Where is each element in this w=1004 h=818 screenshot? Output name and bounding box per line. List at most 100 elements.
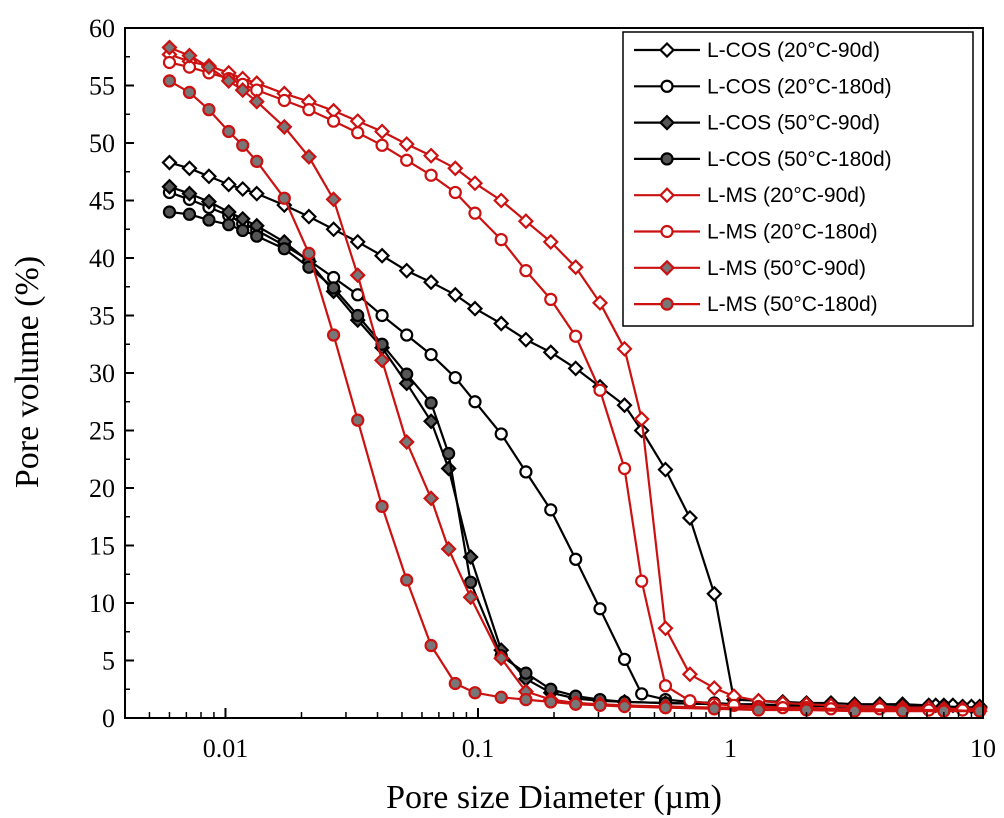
data-point <box>544 695 558 709</box>
legend-label: L-COS (20°C-180d) <box>707 75 892 98</box>
y-axis-title: Pore volume (%) <box>9 256 46 488</box>
data-point <box>681 666 698 683</box>
data-point <box>349 233 366 250</box>
data-point <box>302 246 316 261</box>
data-point <box>302 103 316 117</box>
data-point <box>161 39 178 56</box>
data-point <box>448 370 462 385</box>
y-tick-label: 50 <box>89 129 115 158</box>
data-point <box>181 185 198 202</box>
data-point <box>276 118 293 135</box>
data-point <box>683 694 697 708</box>
data-point <box>440 540 457 558</box>
data-point <box>542 233 559 250</box>
data-point <box>468 206 482 220</box>
data-point <box>325 221 342 238</box>
data-point <box>162 74 177 88</box>
data-point <box>351 413 365 427</box>
legend-marker <box>660 152 674 166</box>
data-point <box>463 575 478 589</box>
data-point <box>300 208 317 225</box>
data-point <box>468 686 482 700</box>
data-point <box>220 176 237 193</box>
data-point <box>494 232 508 247</box>
data-point <box>375 138 389 152</box>
data-point <box>277 242 291 256</box>
data-point <box>200 59 217 76</box>
data-point <box>398 262 415 279</box>
legend: L-COS (20°C-90d) L-COS (20°C-180d) L-COS (… <box>622 31 974 327</box>
series-line <box>169 161 980 708</box>
data-point <box>400 367 414 381</box>
data-point <box>349 113 366 130</box>
data-point <box>326 328 341 342</box>
data-point <box>448 676 462 691</box>
data-point <box>847 704 862 718</box>
data-point <box>374 247 391 264</box>
data-point <box>493 650 510 667</box>
data-point <box>351 308 365 323</box>
y-tick-label: 5 <box>102 647 115 676</box>
data-point <box>494 427 508 441</box>
legend-box <box>622 31 974 327</box>
data-point <box>707 702 721 716</box>
data-point <box>617 652 632 666</box>
data-point <box>424 638 438 653</box>
data-point <box>236 138 250 152</box>
data-point <box>202 103 216 117</box>
data-point <box>200 193 217 210</box>
data-point <box>517 331 534 348</box>
data-point <box>374 123 391 140</box>
data-point <box>567 259 584 276</box>
data-point <box>220 72 237 89</box>
data-point <box>400 573 414 587</box>
y-tick-label: 40 <box>89 244 115 273</box>
data-point <box>448 185 462 200</box>
x-axis-title: Pore size Diameter (µm) <box>386 779 722 816</box>
data-point <box>658 679 673 693</box>
data-point <box>616 397 633 414</box>
data-point <box>440 460 457 477</box>
data-point <box>400 153 414 167</box>
y-tick-label: 35 <box>89 302 115 331</box>
data-point <box>617 699 632 714</box>
legend-marker <box>660 297 674 311</box>
y-tick-label: 55 <box>89 72 115 101</box>
data-point <box>493 192 510 209</box>
x-tick-label: 1 <box>724 734 737 763</box>
data-point <box>236 223 250 238</box>
data-point <box>542 344 559 361</box>
data-point <box>569 697 583 711</box>
data-point <box>616 340 633 357</box>
data-point <box>441 446 456 461</box>
x-tick-label: 10 <box>970 734 996 763</box>
data-point <box>447 160 464 177</box>
y-tick-label: 0 <box>102 704 115 733</box>
legend-marker <box>660 224 674 239</box>
data-point <box>222 218 236 232</box>
data-point <box>250 229 264 243</box>
legend-label: L-COS (50°C-90d) <box>707 112 880 135</box>
data-point <box>895 704 910 718</box>
legend-label: L-MS (50°C-90d) <box>707 257 866 280</box>
data-point <box>519 666 533 680</box>
data-point <box>248 185 265 202</box>
y-tick-label: 25 <box>89 417 115 446</box>
data-point <box>591 294 609 311</box>
legend-label: L-MS (20°C-180d) <box>707 221 878 244</box>
data-point <box>617 461 632 476</box>
data-point <box>706 680 723 697</box>
data-point <box>162 55 177 70</box>
legend-marker <box>658 41 676 59</box>
y-tick-label: 60 <box>89 14 115 43</box>
legend-marker <box>658 259 676 276</box>
data-point <box>326 114 341 128</box>
data-point <box>519 692 533 707</box>
data-point <box>494 690 508 704</box>
data-point <box>248 93 265 110</box>
data-point <box>593 602 607 616</box>
data-point <box>569 329 583 343</box>
data-point <box>423 490 440 507</box>
data-point <box>202 213 216 227</box>
data-point <box>161 178 178 195</box>
